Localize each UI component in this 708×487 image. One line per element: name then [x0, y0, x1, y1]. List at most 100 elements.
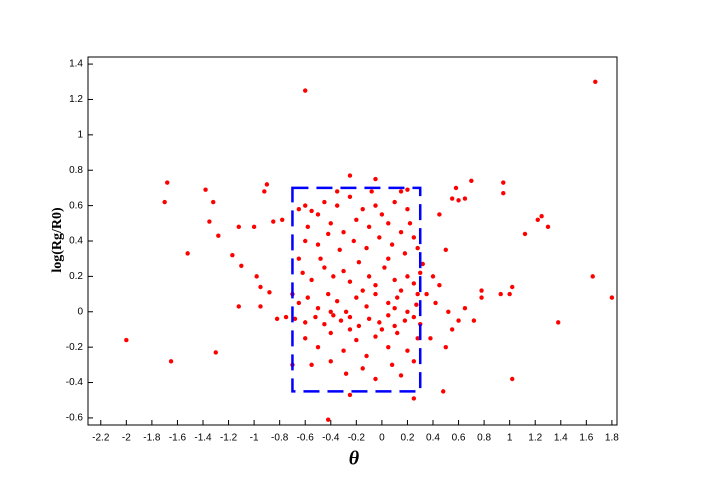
point [456, 318, 461, 323]
point [328, 309, 333, 314]
point [303, 88, 308, 93]
x-tick-label: 0.4 [426, 433, 440, 444]
point [411, 235, 417, 240]
point [354, 337, 359, 343]
x-tick-label: -1.2 [220, 433, 238, 444]
point [402, 251, 408, 256]
point [389, 362, 395, 368]
point [377, 235, 382, 240]
point [386, 313, 391, 318]
point [366, 274, 372, 279]
point [264, 182, 270, 187]
point [328, 221, 333, 226]
point [328, 330, 333, 336]
point [535, 217, 540, 222]
point [609, 295, 615, 300]
point [405, 187, 410, 192]
point [373, 376, 378, 382]
point [326, 291, 331, 297]
point [379, 212, 385, 217]
point [309, 208, 314, 214]
point [424, 291, 429, 297]
point [213, 350, 218, 355]
y-tick-label: 0 [77, 306, 83, 317]
point [360, 288, 365, 293]
point [443, 247, 448, 253]
point [356, 323, 362, 329]
point [389, 242, 395, 247]
x-tick-label: 0.6 [452, 433, 466, 444]
point [341, 229, 346, 235]
point [356, 260, 362, 265]
x-tick-label: 1.6 [579, 433, 593, 444]
point [303, 238, 308, 244]
point [430, 274, 436, 279]
point [309, 277, 314, 283]
point [341, 348, 346, 353]
point [398, 288, 404, 293]
point [326, 417, 331, 422]
point [510, 284, 515, 290]
point [347, 173, 353, 178]
point [479, 295, 484, 300]
y-tick-label: -0.4 [66, 377, 84, 388]
x-axis-label: θ [349, 448, 360, 470]
point [373, 176, 378, 182]
point [354, 217, 359, 222]
x-tick-label: 1 [507, 433, 513, 444]
point [402, 318, 408, 323]
point [411, 281, 417, 286]
point [318, 256, 323, 261]
point [296, 256, 302, 261]
point [322, 199, 327, 205]
point [415, 336, 420, 341]
point [341, 268, 346, 274]
point [216, 233, 221, 238]
point [386, 221, 391, 226]
point [185, 251, 190, 256]
point [498, 291, 503, 297]
x-tick-label: -0.4 [322, 433, 340, 444]
point [364, 245, 369, 251]
point [334, 298, 340, 304]
point [211, 199, 216, 205]
point [351, 238, 356, 244]
point [203, 187, 208, 192]
y-tick-label: 0.6 [69, 200, 83, 211]
point [303, 320, 308, 325]
point [280, 217, 285, 222]
x-tick-label: 0.8 [477, 433, 491, 444]
point [407, 221, 413, 226]
point [456, 198, 461, 203]
point [239, 263, 244, 268]
point [326, 231, 331, 237]
point [165, 180, 170, 185]
point [411, 396, 417, 401]
point [373, 334, 378, 339]
y-tick-label: -0.6 [66, 413, 84, 424]
point [322, 321, 327, 327]
point [415, 291, 420, 297]
point [379, 327, 385, 332]
point [446, 309, 451, 314]
point [347, 279, 353, 284]
point [305, 224, 310, 230]
point [300, 270, 305, 276]
point [398, 373, 404, 378]
point [283, 314, 289, 320]
point [254, 274, 259, 279]
point [315, 242, 321, 247]
point [545, 224, 551, 230]
point [392, 199, 397, 205]
point [386, 344, 391, 350]
x-tick-label: 1.8 [605, 433, 619, 444]
y-tick-label: 0.2 [69, 271, 83, 282]
point [395, 330, 400, 336]
point [347, 327, 353, 332]
point [168, 359, 174, 364]
point [303, 203, 308, 208]
point [441, 389, 446, 394]
point [364, 304, 369, 309]
point [398, 189, 404, 194]
y-tick-label: 0.4 [69, 236, 83, 247]
